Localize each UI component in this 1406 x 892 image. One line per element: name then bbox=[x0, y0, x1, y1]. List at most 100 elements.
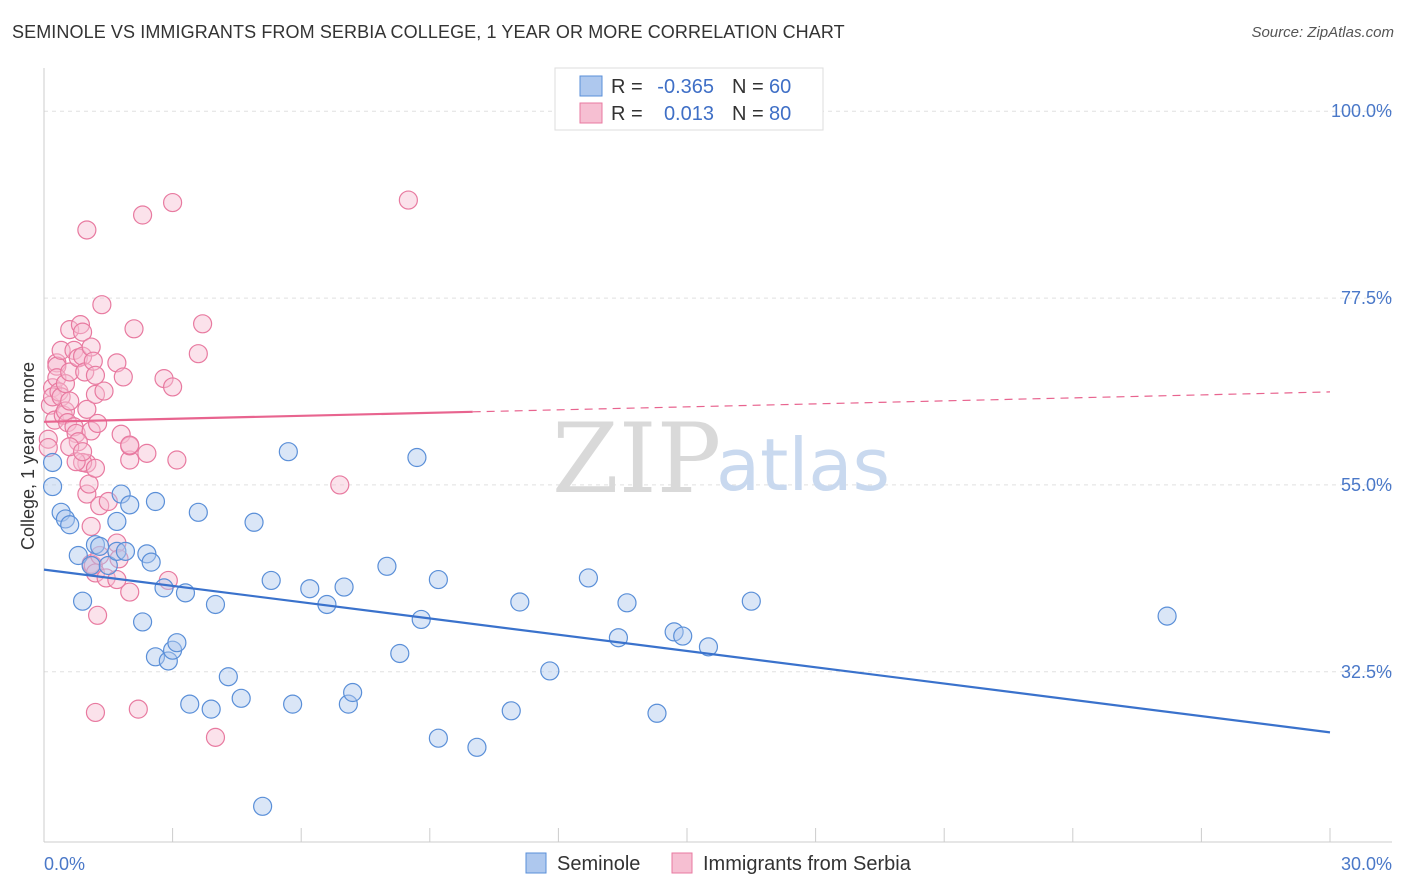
serbia-point-36 bbox=[87, 413, 108, 434]
seminole-point-51 bbox=[540, 661, 560, 681]
legend-r-label-seminole: R = bbox=[611, 76, 643, 98]
serbia-point-68 bbox=[163, 377, 183, 397]
seminole-point-33 bbox=[253, 796, 273, 816]
serbia-point-58 bbox=[120, 450, 140, 470]
seminole-point-57 bbox=[673, 626, 693, 646]
seminole-point-4 bbox=[60, 515, 80, 535]
seminole-point-27 bbox=[180, 694, 200, 714]
serbia-point-66 bbox=[120, 435, 140, 455]
legend-swatch-seminole bbox=[579, 75, 603, 97]
seminole-point-21 bbox=[145, 647, 166, 667]
serbia-point-46 bbox=[87, 605, 108, 625]
trend-seminole bbox=[43, 568, 1331, 734]
seminole-point-52 bbox=[578, 568, 599, 588]
seminole-point-19 bbox=[154, 578, 174, 598]
seminole-point-15 bbox=[120, 495, 140, 515]
seminole-point-59 bbox=[741, 591, 761, 611]
y-tick-labels: 100.0% 77.5% 55.0% 32.5% bbox=[1331, 101, 1392, 682]
seminole-point-34 bbox=[261, 570, 281, 591]
serbia-point-56 bbox=[113, 367, 133, 387]
source-label: Source: ZipAtlas.com bbox=[1251, 24, 1394, 41]
serbia-point-33 bbox=[83, 351, 103, 371]
seminole-point-43 bbox=[390, 643, 410, 664]
serbia-point-31 bbox=[81, 337, 101, 357]
serbia-point-75 bbox=[330, 475, 350, 495]
legend-n-value-seminole: 60 bbox=[769, 76, 791, 98]
seminole-point-37 bbox=[300, 579, 320, 599]
serbia-point-71 bbox=[188, 344, 208, 364]
seminole-point-44 bbox=[407, 447, 427, 468]
serbia-point-49 bbox=[94, 381, 114, 401]
seminole-point-49 bbox=[501, 701, 521, 721]
seminole-point-17 bbox=[141, 552, 161, 572]
series-serbia-points bbox=[38, 190, 418, 747]
serbia-point-62 bbox=[124, 319, 144, 339]
seminole-point-48 bbox=[467, 737, 487, 757]
serbia-point-14 bbox=[55, 401, 76, 421]
y-tick-label-0: 100.0% bbox=[1331, 101, 1392, 121]
serbia-point-17 bbox=[60, 362, 80, 382]
trend-serbia-dashed bbox=[472, 391, 1331, 413]
serbia-point-24 bbox=[72, 322, 93, 342]
seminole-point-31 bbox=[231, 688, 251, 708]
seminole-point-18 bbox=[145, 491, 166, 512]
seminole-point-29 bbox=[205, 594, 226, 615]
serbia-point-52 bbox=[107, 353, 127, 373]
serbia-point-54 bbox=[109, 549, 129, 569]
seminole-point-28 bbox=[201, 699, 221, 719]
serbia-point-48 bbox=[92, 295, 112, 315]
serbia-point-32 bbox=[81, 421, 101, 441]
seminole-point-14 bbox=[115, 541, 136, 561]
legend-n-label-serbia: N = bbox=[732, 103, 764, 125]
y-axis-title: College, 1 year or more bbox=[18, 362, 38, 550]
y-tick-label-3: 32.5% bbox=[1341, 662, 1392, 682]
serbia-point-1 bbox=[38, 437, 58, 458]
seminole-point-60 bbox=[1157, 606, 1177, 626]
x-axis-ticks bbox=[43, 828, 1331, 842]
seminole-point-5 bbox=[68, 545, 88, 566]
x-tick-label-max: 30.0% bbox=[1341, 854, 1392, 874]
serbia-point-18 bbox=[60, 391, 80, 411]
seminole-point-41 bbox=[343, 682, 363, 703]
bottom-legend-label-seminole: Seminole bbox=[557, 853, 640, 875]
seminole-point-20 bbox=[132, 612, 153, 632]
serbia-point-0 bbox=[38, 429, 58, 449]
legend-r-value-seminole: -0.365 bbox=[657, 76, 714, 98]
serbia-point-23 bbox=[70, 315, 91, 335]
watermark-zip: ZIP bbox=[552, 403, 721, 515]
watermark-atlas: atlas bbox=[716, 423, 890, 507]
seminole-point-46 bbox=[428, 569, 448, 590]
seminole-point-42 bbox=[377, 556, 397, 576]
serbia-point-70 bbox=[163, 192, 183, 213]
serbia-point-69 bbox=[167, 450, 187, 470]
seminole-point-9 bbox=[81, 555, 101, 576]
serbia-point-34 bbox=[85, 365, 106, 385]
bottom-legend-swatch-serbia bbox=[671, 852, 693, 874]
seminole-point-30 bbox=[218, 667, 238, 687]
seminole-point-0 bbox=[42, 452, 63, 473]
bottom-legend-swatch-seminole bbox=[525, 852, 547, 874]
y-tick-label-2: 55.0% bbox=[1341, 475, 1392, 495]
serbia-point-77 bbox=[72, 442, 93, 462]
seminole-point-8 bbox=[72, 591, 93, 611]
trend-lines bbox=[43, 391, 1331, 734]
trend-serbia-solid bbox=[43, 410, 473, 423]
serbia-point-65 bbox=[137, 443, 157, 463]
legend: R = -0.365 N = 60 R = 0.013 N = 80 bbox=[554, 67, 824, 131]
seminole-point-40 bbox=[338, 694, 358, 714]
serbia-point-64 bbox=[132, 205, 153, 225]
seminole-point-45 bbox=[411, 609, 431, 630]
seminole-point-55 bbox=[647, 703, 667, 723]
seminole-point-47 bbox=[428, 728, 448, 748]
bottom-legend-label-serbia: Immigrants from Serbia bbox=[703, 853, 912, 875]
seminole-point-10 bbox=[98, 555, 118, 576]
serbia-point-41 bbox=[77, 220, 97, 240]
legend-r-value-serbia: 0.013 bbox=[664, 103, 714, 125]
seminole-point-50 bbox=[510, 592, 530, 612]
legend-n-value-serbia: 80 bbox=[769, 103, 791, 125]
seminole-point-54 bbox=[617, 593, 637, 613]
seminole-point-22 bbox=[158, 651, 178, 671]
seminole-point-24 bbox=[167, 633, 187, 653]
seminole-point-58 bbox=[698, 637, 719, 657]
